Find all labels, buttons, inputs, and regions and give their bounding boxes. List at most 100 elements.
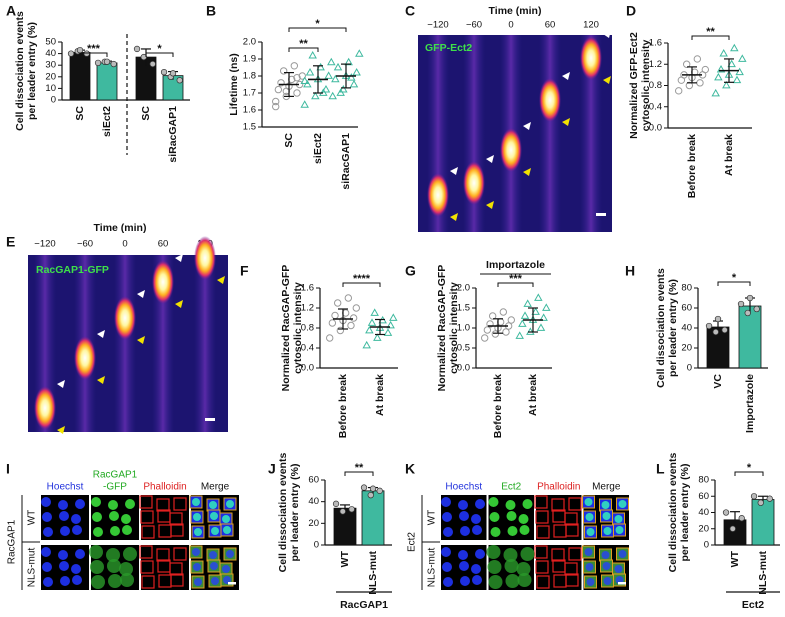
data-point	[67, 50, 75, 57]
gfp-signal	[91, 497, 101, 507]
y-tick-label: 0	[704, 540, 709, 551]
data-point	[732, 75, 742, 84]
nucleus	[72, 525, 82, 535]
x-tick-label: WT	[729, 550, 741, 567]
nucleus	[59, 511, 69, 521]
data-point	[305, 67, 315, 76]
y-axis-label: per leader entry (%)	[26, 22, 38, 120]
y-tick-label: 0	[687, 363, 692, 374]
y-tick-label: 60	[308, 475, 319, 486]
scale-bar	[205, 418, 215, 421]
y-tick-label: 30	[45, 60, 56, 71]
cell-signal	[463, 161, 485, 205]
arrowhead	[450, 167, 458, 175]
x-tick-label: siEct2	[101, 106, 113, 137]
group-label: Ect2	[742, 599, 764, 611]
data-point	[279, 67, 288, 75]
merge-nucleus	[226, 500, 234, 508]
data-point	[386, 320, 395, 329]
actin	[568, 497, 582, 511]
actin	[536, 575, 550, 589]
merge-nucleus	[618, 500, 627, 508]
data-point	[729, 525, 736, 532]
data-point	[735, 67, 744, 76]
actin	[536, 525, 550, 539]
actin	[170, 573, 184, 587]
y-tick-label: 0.0	[649, 123, 662, 134]
bar	[751, 499, 775, 546]
data-point	[300, 100, 309, 108]
channel-label: RacGAP1-GFP	[36, 264, 109, 276]
panel-label: B	[206, 3, 216, 19]
y-tick-label: 20	[45, 71, 56, 82]
data-point	[169, 70, 177, 77]
arrowhead	[217, 230, 225, 238]
significance-bracket	[734, 471, 764, 476]
x-tick-label: Before break	[492, 374, 504, 438]
channel-strip	[580, 35, 602, 232]
panel-label: F	[240, 263, 249, 279]
y-axis-label: Cell dissociation events	[655, 268, 667, 388]
panel-label: K	[405, 461, 415, 477]
gfp-signal	[520, 547, 535, 561]
data-point	[722, 80, 731, 89]
nucleus	[43, 577, 53, 587]
data-point	[332, 500, 340, 507]
y-axis-label: cytosolic intensity	[292, 282, 304, 374]
gfp-signal	[517, 573, 532, 587]
merge-nucleus	[192, 548, 200, 556]
channel-label: GFP-Ect2	[425, 42, 472, 54]
y-tick-label: 20	[681, 343, 692, 354]
gfp-signal	[89, 545, 103, 559]
data-point	[298, 72, 306, 80]
panel-label: A	[6, 3, 16, 19]
data-point	[344, 294, 353, 302]
data-point	[711, 88, 720, 97]
data-point	[753, 305, 760, 313]
significance-label: **	[706, 26, 715, 38]
arrowhead	[523, 122, 531, 130]
significance-bracket	[717, 281, 751, 286]
merge-nucleus	[192, 498, 200, 506]
arrowhead	[137, 290, 145, 298]
time-label: 60	[545, 20, 556, 31]
significance-label: **	[355, 462, 364, 474]
arrowhead	[450, 213, 458, 221]
time-label: 0	[122, 239, 127, 250]
significance-label: *	[747, 462, 752, 474]
cell-signal	[580, 36, 602, 80]
y-tick-label: 1.5	[457, 303, 470, 314]
y-tick-label: 1.8	[243, 71, 256, 82]
bar	[333, 507, 357, 546]
data-point	[149, 60, 156, 68]
merge-nucleus	[584, 498, 593, 506]
gfp-signal	[122, 525, 132, 535]
panel-label: J	[268, 461, 276, 477]
actin	[534, 495, 548, 509]
micrograph	[141, 545, 189, 590]
data-point	[331, 74, 340, 83]
nucleus	[441, 497, 451, 507]
arrowhead	[562, 72, 570, 80]
y-tick-label: 40	[308, 496, 319, 507]
data-point	[348, 506, 355, 513]
y-axis-label: per leader entry (%)	[679, 463, 691, 561]
column-header: -GFP	[103, 482, 127, 493]
data-point	[376, 487, 383, 494]
data-point	[738, 515, 745, 522]
merge-nucleus	[194, 578, 202, 586]
gfp-signal	[504, 559, 519, 573]
merge-nucleus	[211, 577, 219, 585]
row-label: WT	[427, 510, 438, 526]
time-title: Time (min)	[94, 222, 147, 234]
gfp-signal	[516, 562, 531, 576]
data-point	[696, 79, 704, 87]
gfp-signal	[503, 548, 518, 562]
significance-bracket	[691, 35, 730, 40]
data-point	[76, 46, 84, 54]
nucleus	[60, 526, 70, 536]
actin	[568, 547, 582, 561]
y-axis-label: Cell dissociation events	[667, 453, 679, 573]
significance-bracket	[288, 47, 319, 52]
